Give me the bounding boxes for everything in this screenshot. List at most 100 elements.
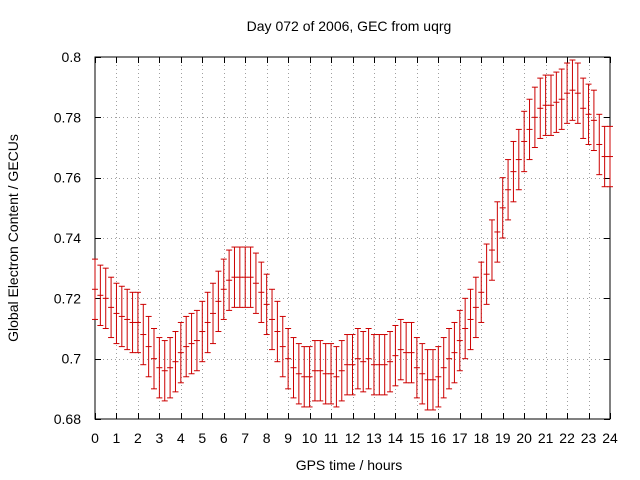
y-tick-label: 0.68 — [54, 411, 81, 427]
x-tick-label: 15 — [409, 430, 425, 446]
error-bar-point — [429, 349, 436, 411]
error-bar-point — [446, 328, 453, 390]
error-bar-point — [580, 77, 587, 139]
error-bar-point — [204, 291, 211, 354]
error-bar-point — [199, 300, 206, 363]
error-bar-point — [392, 324, 399, 387]
y-tick-label: 0.7 — [62, 351, 82, 367]
error-bar-point — [317, 340, 324, 402]
error-bar-point — [569, 59, 576, 121]
x-tick-label: 2 — [134, 430, 142, 446]
error-bar-point — [161, 340, 168, 402]
error-bar-point — [279, 315, 286, 378]
error-bar-point — [488, 219, 495, 281]
error-bar-point — [156, 337, 163, 399]
error-bar-point — [387, 331, 394, 393]
error-bar-point — [381, 334, 388, 396]
x-tick-label: 14 — [388, 430, 404, 446]
error-bar-point — [435, 346, 442, 408]
error-bar-point — [499, 177, 506, 239]
error-bar-point — [140, 303, 147, 366]
x-tick-label: 7 — [241, 430, 249, 446]
error-bar-point — [290, 337, 297, 399]
error-bar-point — [183, 315, 190, 378]
error-bar-point — [403, 321, 410, 384]
x-tick-label: 22 — [559, 430, 575, 446]
error-bar-point — [269, 288, 276, 351]
error-bar-point — [210, 282, 217, 345]
error-bar-point — [408, 321, 415, 384]
error-bar-point — [236, 246, 243, 308]
error-bar-point — [440, 337, 447, 399]
x-tick-label: 4 — [177, 430, 185, 446]
error-bar-point — [558, 68, 565, 130]
error-bar-point — [151, 328, 158, 390]
error-bar-point — [220, 258, 227, 320]
error-bar-point — [177, 321, 184, 384]
error-bar-point — [505, 159, 512, 221]
error-bar-point — [333, 346, 340, 408]
error-bar-point — [97, 264, 104, 326]
x-tick-label: 3 — [155, 430, 163, 446]
error-bar-point — [360, 331, 367, 393]
x-axis-label: GPS time / hours — [296, 457, 403, 473]
error-bar-point — [354, 328, 361, 390]
x-tick-label: 12 — [345, 430, 361, 446]
error-bar-point — [451, 321, 458, 384]
x-tick-label: 5 — [198, 430, 206, 446]
x-tick-label: 16 — [431, 430, 447, 446]
error-bar-point — [295, 343, 302, 405]
error-bar-point — [526, 98, 533, 161]
error-bar-point — [521, 110, 528, 173]
error-bar-point — [322, 343, 329, 405]
error-bar-point — [494, 201, 501, 263]
y-tick-label: 0.72 — [54, 290, 81, 306]
error-bar-point — [215, 270, 222, 333]
error-bar-point — [585, 83, 592, 145]
error-bar-point — [462, 297, 469, 360]
error-bar-point — [553, 71, 560, 133]
x-tick-label: 6 — [220, 430, 228, 446]
error-bar-point — [285, 328, 292, 390]
error-bar-point — [515, 128, 522, 191]
error-bar-point — [344, 334, 351, 396]
error-bar-point — [311, 340, 318, 402]
error-bar-point — [590, 89, 597, 152]
error-bar-point — [193, 309, 200, 372]
x-tick-label: 9 — [284, 430, 292, 446]
error-bar-point — [172, 331, 179, 393]
error-bar-point — [419, 343, 426, 405]
error-bar-point — [301, 346, 308, 408]
error-bar-point — [226, 249, 233, 311]
error-bar-point — [601, 125, 608, 188]
error-bar-point — [349, 334, 356, 396]
x-tick-label: 8 — [263, 430, 271, 446]
y-axis-label: Global Electron Content / GECUs — [5, 134, 21, 342]
error-bar-point — [274, 300, 281, 363]
x-tick-label: 24 — [602, 430, 618, 446]
error-bar-point — [483, 243, 490, 305]
error-bar-point — [252, 252, 259, 314]
error-bar-point — [92, 258, 98, 320]
error-bar-point — [413, 337, 420, 399]
error-bar-point — [542, 74, 549, 136]
error-bar-point — [113, 282, 120, 345]
error-bar-point — [338, 340, 345, 402]
error-bar-point — [370, 334, 377, 396]
error-bar-point — [328, 343, 335, 405]
x-tick-label: 0 — [91, 430, 99, 446]
error-bar-point — [129, 291, 136, 354]
error-bar-point — [365, 328, 372, 390]
error-bar-point — [456, 309, 463, 372]
series-gec — [92, 59, 613, 411]
x-tick-label: 1 — [113, 430, 121, 446]
error-bar-point — [510, 140, 517, 203]
error-bar-point — [397, 318, 404, 381]
error-bar-point — [242, 246, 249, 308]
error-bar-point — [564, 62, 571, 124]
error-bar-point — [118, 285, 125, 348]
error-bar-point — [596, 113, 603, 176]
y-tick-label: 0.8 — [62, 49, 82, 65]
x-tick-label: 17 — [452, 430, 468, 446]
